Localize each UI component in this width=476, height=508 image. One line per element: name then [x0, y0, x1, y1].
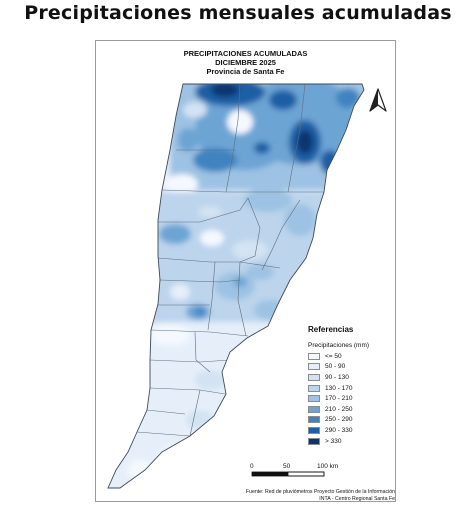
- legend-swatch: [308, 363, 320, 371]
- scale-bar-segment: [287, 471, 325, 477]
- legend-subtitle: Precipitaciones (mm): [308, 342, 370, 349]
- legend-label: 50 - 90: [325, 363, 346, 371]
- legend-label: 90 - 130: [325, 373, 349, 381]
- scale-label: 100 km: [317, 463, 339, 470]
- legend-title: Referencias: [308, 325, 354, 334]
- map-title-line: PRECIPITACIONES ACUMULADAS: [183, 49, 308, 58]
- legend-swatch: [308, 416, 320, 424]
- legend-label: 130 - 170: [325, 384, 353, 392]
- page-heading: Precipitaciones mensuales acumuladas: [24, 2, 452, 24]
- legend-swatch: [308, 373, 320, 381]
- north-arrow-icon: [368, 88, 388, 119]
- legend-item: 250 - 290: [308, 415, 369, 426]
- legend-swatch: [308, 426, 320, 434]
- map-title-line: Provincia de Santa Fe: [206, 67, 285, 76]
- legend-swatch: [308, 352, 320, 360]
- legend: Referencias Precipitaciones (mm) <= 50 5…: [308, 325, 369, 446]
- legend-label: <= 50: [325, 352, 342, 360]
- legend-swatch: [308, 405, 320, 413]
- legend-item: <= 50: [308, 351, 369, 362]
- source-line: INTA - Centro Regional Santa Fe: [319, 495, 395, 502]
- legend-swatch: [308, 384, 320, 392]
- legend-item: 130 - 170: [308, 383, 369, 394]
- department-boundaries: [136, 84, 324, 437]
- legend-item: 50 - 90: [308, 362, 369, 373]
- legend-item: > 330: [308, 436, 369, 447]
- legend-item: 290 - 330: [308, 425, 369, 436]
- legend-label: 170 - 210: [325, 395, 353, 403]
- scale-bar-segment: [252, 472, 288, 476]
- legend-swatch: [308, 395, 320, 403]
- legend-item: 90 - 130: [308, 372, 369, 383]
- legend-item: 170 - 210: [308, 393, 369, 404]
- legend-label: 210 - 250: [325, 405, 353, 413]
- legend-label: > 330: [325, 437, 342, 445]
- legend-label: 290 - 330: [325, 426, 353, 434]
- map-title-line: DICIEMBRE 2025: [215, 58, 276, 67]
- source-note: Fuente: Red de pluviómetros Proyecto Ges…: [225, 489, 395, 502]
- map-title: PRECIPITACIONES ACUMULADAS DICIEMBRE 202…: [95, 49, 396, 76]
- scale-label: 0: [250, 463, 254, 470]
- legend-item: 210 - 250: [308, 404, 369, 415]
- source-line: Fuente: Red de pluviómetros Proyecto Ges…: [245, 489, 395, 495]
- legend-label: 250 - 290: [325, 416, 353, 424]
- scale-label: 50: [283, 463, 291, 470]
- legend-swatch: [308, 437, 320, 445]
